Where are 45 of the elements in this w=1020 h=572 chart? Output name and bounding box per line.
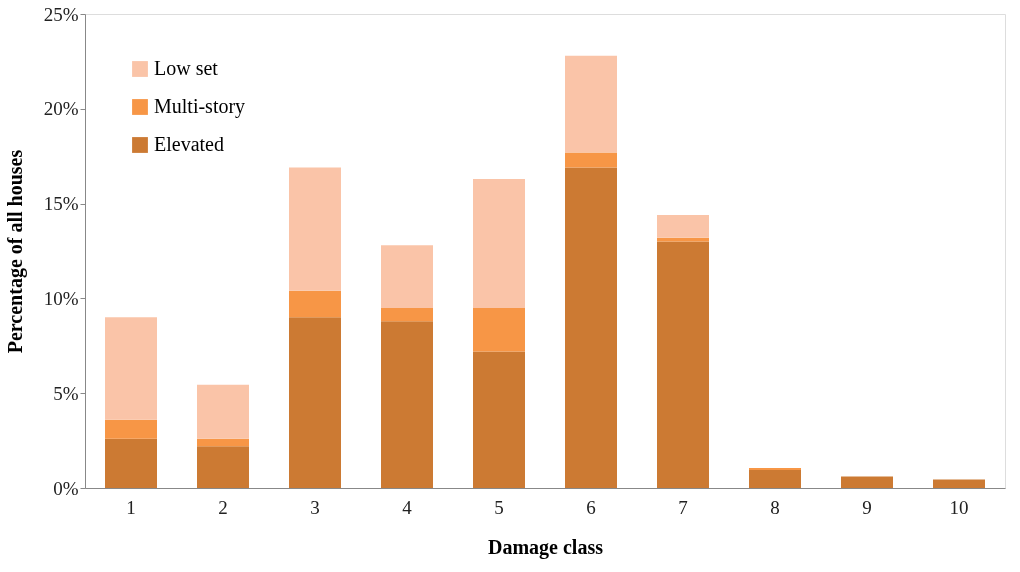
- bar: [565, 55, 617, 153]
- bar: [105, 438, 157, 488]
- legend-label: Elevated: [154, 133, 224, 155]
- bar: [473, 178, 525, 308]
- bar: [197, 446, 249, 488]
- x-tick-label: 8: [770, 496, 780, 518]
- bar: [473, 307, 525, 352]
- y-tick-label: 0%: [53, 477, 79, 499]
- bar: [565, 152, 617, 168]
- bar: [289, 317, 341, 488]
- bar: [749, 469, 801, 488]
- bar: [197, 384, 249, 439]
- x-tick-label: 5: [494, 496, 504, 518]
- bar: [473, 351, 525, 488]
- bar: [933, 479, 985, 488]
- bar: [657, 214, 709, 238]
- x-tick-label: 7: [678, 496, 688, 518]
- x-tick-label: 4: [402, 496, 413, 518]
- bar: [197, 438, 249, 447]
- x-tick-label: 1: [126, 496, 136, 518]
- y-tick-label: 25%: [43, 3, 79, 25]
- bar: [105, 317, 157, 420]
- bar: [289, 167, 341, 291]
- legend-label: Multi-story: [154, 95, 246, 118]
- y-tick-label: 20%: [43, 98, 79, 120]
- bar: [381, 321, 433, 488]
- y-axis-title: Percentage of all houses: [3, 149, 27, 354]
- bar: [657, 241, 709, 488]
- x-tick-label: 6: [586, 496, 596, 518]
- bar: [657, 237, 709, 242]
- x-tick-label: 9: [862, 496, 872, 518]
- bar: [105, 419, 157, 439]
- y-tick-label: 5%: [53, 382, 79, 404]
- x-tick-label: 10: [949, 496, 969, 518]
- bar: [381, 245, 433, 308]
- bar: [565, 167, 617, 488]
- bar: [841, 476, 893, 488]
- legend-label: Low set: [154, 57, 219, 79]
- y-tick-label: 15%: [43, 193, 79, 215]
- y-tick-label: 10%: [43, 287, 79, 309]
- x-tick-label: 2: [218, 496, 228, 518]
- bar: [289, 290, 341, 318]
- x-tick-label: 3: [310, 496, 320, 518]
- bar: [381, 307, 433, 322]
- x-axis-title: Damage class: [488, 535, 604, 559]
